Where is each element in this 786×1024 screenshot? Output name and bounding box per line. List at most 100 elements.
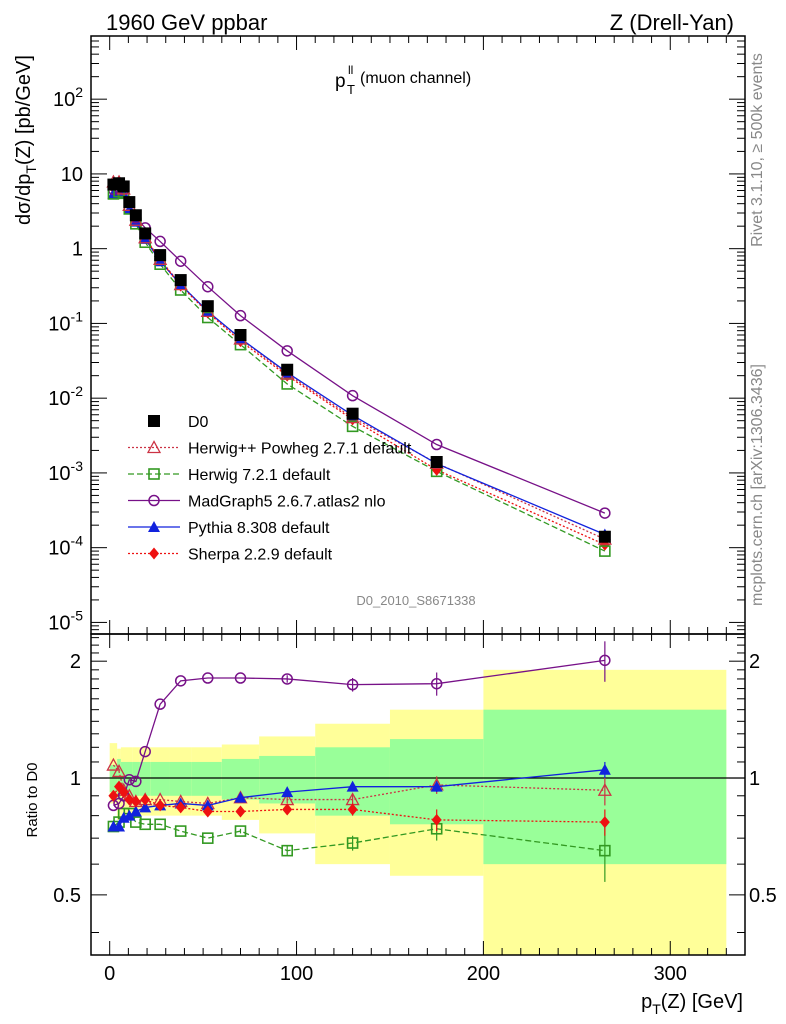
mcplots-label: mcplots.cern.ch [arXiv:1306.3436] bbox=[749, 364, 766, 606]
ratio-point-pythia bbox=[234, 791, 247, 803]
x-tick-label: 200 bbox=[467, 963, 500, 985]
main-point-madgraph bbox=[281, 345, 293, 357]
ratio-point-herwig7 bbox=[139, 818, 151, 831]
ratio-point-herwig7 bbox=[154, 818, 166, 831]
x-axis-label: pT(Z) [GeV] bbox=[641, 991, 743, 1017]
legend: D0 Herwig++ Powheg 2.7.1 default Herwig 7.… bbox=[128, 414, 412, 564]
legend-marker-sherpa bbox=[149, 547, 159, 560]
ratio-point-sherpa bbox=[282, 803, 293, 816]
analysis-id-label: D0_2010_S8671338 bbox=[356, 593, 475, 608]
main-point-data bbox=[201, 300, 214, 313]
main-point-data bbox=[154, 249, 167, 262]
legend-marker-herwig7 bbox=[148, 468, 160, 480]
plot-title-sub: T bbox=[347, 82, 355, 97]
y-axis-label-main: dσ/dpT(Z) [pb/GeV] bbox=[13, 55, 39, 225]
uncertainty-band-inner bbox=[132, 761, 140, 796]
main-point-madgraph bbox=[234, 309, 247, 322]
main-point-data bbox=[117, 180, 130, 193]
ratio-y-tick-label-left: 1 bbox=[70, 768, 81, 790]
legend-marker-madgraph bbox=[148, 494, 160, 507]
ratio-point-madgraph bbox=[174, 675, 187, 687]
ratio-point-madgraph bbox=[154, 698, 166, 710]
ratio-point-sherpa bbox=[431, 813, 442, 826]
legend-label-herwig7: Herwig 7.2.1 default bbox=[188, 467, 331, 484]
ratio-line-sherpa bbox=[112, 785, 605, 823]
x-tick-label: 300 bbox=[654, 963, 687, 985]
main-line-madgraph bbox=[113, 187, 606, 514]
ratio-point-pythia bbox=[129, 805, 142, 817]
ratio-point-pythia bbox=[598, 763, 611, 775]
ratio-point-sherpa bbox=[599, 816, 610, 829]
ratio-point-pythia bbox=[201, 799, 214, 811]
ratio-point-pythia bbox=[123, 809, 136, 821]
main-point-data bbox=[346, 407, 359, 420]
main-line-sherpa bbox=[113, 184, 606, 546]
main-point-madgraph bbox=[202, 280, 214, 293]
main-point-herwig7 bbox=[201, 311, 214, 324]
energy-label: 1960 GeV ppbar bbox=[106, 10, 267, 35]
ratio-point-madgraph bbox=[123, 773, 136, 786]
ratio-y-tick-label-left: 0.5 bbox=[53, 885, 81, 907]
ratio-point-herwig7 bbox=[599, 844, 611, 857]
ratio-point-sherpa bbox=[118, 786, 129, 799]
y-tick-label: 10 bbox=[61, 164, 83, 186]
main-line-herwigpp bbox=[113, 181, 606, 540]
ratio-point-herwig7 bbox=[174, 825, 187, 837]
ratio-point-madgraph bbox=[430, 677, 443, 690]
ratio-line-herwig7 bbox=[113, 812, 605, 852]
y-tick-label: 102 bbox=[53, 84, 83, 111]
main-point-data bbox=[281, 363, 294, 376]
ratio-point-madgraph bbox=[234, 672, 247, 684]
uncertainty-band-inner bbox=[139, 761, 151, 796]
process-label: Z (Drell-Yan) bbox=[610, 10, 734, 35]
main-point-madgraph bbox=[154, 235, 166, 248]
legend-marker-data bbox=[148, 415, 160, 427]
ratio-point-madgraph bbox=[281, 673, 293, 685]
y-tick-label: 10-5 bbox=[48, 607, 83, 634]
ratio-y-tick-label-right: 0.5 bbox=[749, 885, 777, 907]
legend-label-pythia: Pythia 8.308 default bbox=[188, 520, 330, 537]
ratio-y-tick-label-right: 2 bbox=[749, 651, 760, 673]
main-point-data bbox=[123, 196, 136, 209]
x-tick-label: 100 bbox=[280, 963, 313, 985]
y-tick-label: 10-3 bbox=[48, 458, 83, 485]
ratio-point-pythia bbox=[430, 780, 443, 792]
legend-label-data: D0 bbox=[188, 414, 209, 431]
ratio-point-sherpa bbox=[347, 803, 358, 816]
ratio-point-pythia bbox=[281, 786, 294, 798]
ratio-point-herwig7 bbox=[234, 825, 247, 837]
ratio-point-sherpa bbox=[235, 805, 246, 818]
legend-label-sherpa: Sherpa 2.2.9 default bbox=[188, 547, 333, 564]
ratio-point-madgraph bbox=[202, 672, 214, 684]
main-point-herwig7 bbox=[346, 420, 359, 433]
uncertainty-band-inner bbox=[169, 761, 192, 796]
ratio-y-tick-label-left: 2 bbox=[70, 651, 81, 673]
plot-title-rest: (muon channel) bbox=[360, 70, 471, 87]
ratio-plot-frame bbox=[90, 633, 746, 956]
uncertainty-band-inner bbox=[117, 758, 121, 800]
ratio-point-madgraph bbox=[346, 678, 359, 691]
ratio-point-herwigpp bbox=[597, 782, 612, 796]
svg-text:pT(Z) [GeV]: pT(Z) [GeV] bbox=[641, 991, 743, 1017]
legend-label-madgraph: MadGraph5 2.6.7.atlas2 nlo bbox=[188, 494, 386, 511]
ratio-point-madgraph bbox=[599, 654, 611, 667]
ratio-point-sherpa bbox=[175, 801, 186, 814]
ratio-point-sherpa bbox=[140, 793, 151, 806]
y-tick-label: 10-4 bbox=[48, 533, 83, 560]
main-point-data bbox=[129, 209, 142, 222]
ratio-point-pythia bbox=[346, 780, 359, 792]
uncertainty-band-inner bbox=[191, 761, 222, 796]
main-point-herwig7 bbox=[599, 545, 611, 557]
ratio-point-herwigpp bbox=[111, 764, 127, 778]
rivet-version-label: Rivet 3.1.10, ≥ 500k events bbox=[749, 53, 766, 247]
ratio-point-madgraph bbox=[139, 745, 151, 758]
ratio-point-sherpa bbox=[108, 789, 119, 802]
legend-marker-herwigpp bbox=[146, 440, 162, 454]
uncertainty-band-inner bbox=[126, 761, 133, 796]
main-point-data bbox=[139, 227, 152, 240]
main-point-madgraph bbox=[599, 507, 611, 519]
main-plot-frame bbox=[90, 35, 746, 635]
svg-text:dσ/dpT(Z) [pb/GeV]: dσ/dpT(Z) [pb/GeV] bbox=[13, 55, 39, 225]
ratio-point-pythia bbox=[113, 820, 126, 832]
ratio-point-sherpa bbox=[202, 805, 213, 818]
